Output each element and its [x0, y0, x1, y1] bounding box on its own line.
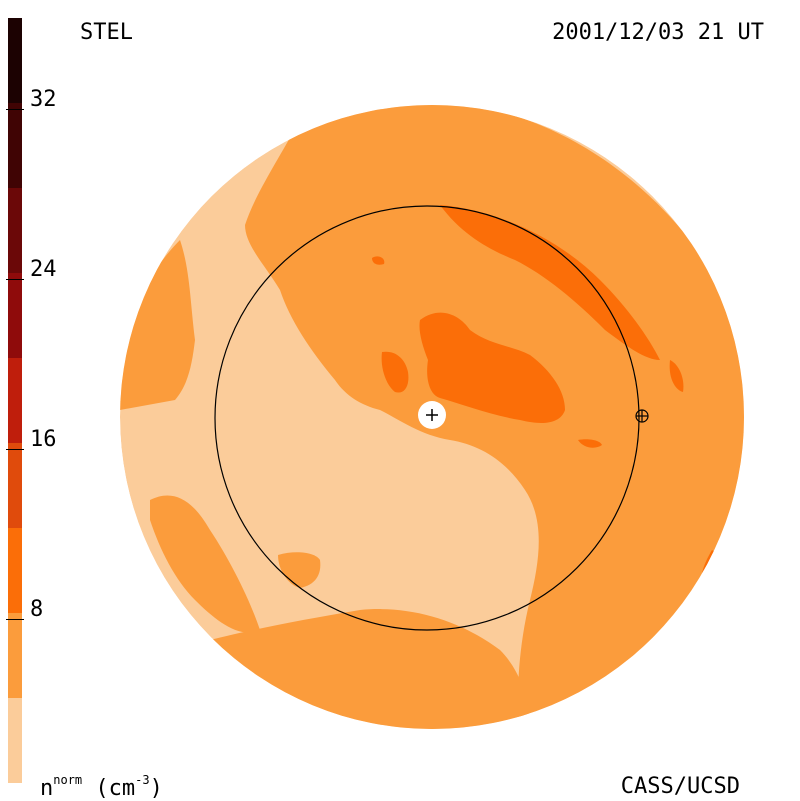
- colorbar-tick-label: 24: [30, 257, 57, 282]
- density-high-arc: [440, 205, 660, 360]
- earth-marker: [635, 409, 649, 423]
- colorbar-tick-mark: [6, 109, 24, 110]
- credit-label: CASS/UCSD: [620, 774, 740, 799]
- colorbar-segment: [8, 188, 22, 273]
- units-superscript: norm: [53, 773, 83, 787]
- density-region-north: [245, 105, 744, 729]
- units-symbol: n: [40, 776, 54, 801]
- sun-marker: [418, 401, 446, 429]
- colorbar-tick-label: 8: [30, 597, 44, 622]
- density-region-southwest: [150, 495, 260, 633]
- colorbar: [8, 18, 22, 783]
- colorbar-segment: [8, 528, 22, 613]
- colorbar-segment: [8, 358, 22, 443]
- colorbar-segment: [8, 613, 22, 698]
- colorbar-tick-label: 16: [30, 427, 57, 452]
- colorbar-segment: [8, 698, 22, 783]
- colorbar-tick-label: 32: [30, 87, 57, 112]
- density-high-dot: [372, 256, 385, 265]
- earth-orbit: [214, 205, 640, 631]
- units-paren-open: (cm: [82, 776, 136, 801]
- density-region-west: [120, 240, 195, 410]
- colorbar-segment: [8, 443, 22, 528]
- colorbar-segment: [8, 18, 22, 103]
- colorbar-segment: [8, 273, 22, 358]
- density-high-small: [381, 351, 409, 393]
- station-label: STEL: [80, 20, 133, 45]
- units-label: nnorm (cm-3): [40, 774, 163, 800]
- colorbar-tick-mark: [6, 619, 24, 620]
- density-high-dot2: [578, 439, 602, 448]
- timestamp-label: 2001/12/03 21 UT: [552, 20, 764, 45]
- colorbar-segment: [8, 103, 22, 188]
- density-high-center: [419, 312, 565, 423]
- density-high-east: [669, 360, 684, 392]
- units-exponent: -3: [135, 773, 150, 787]
- colorbar-tick-mark: [6, 279, 24, 280]
- colorbar-tick-mark: [6, 449, 24, 450]
- units-paren-close: ): [149, 776, 163, 801]
